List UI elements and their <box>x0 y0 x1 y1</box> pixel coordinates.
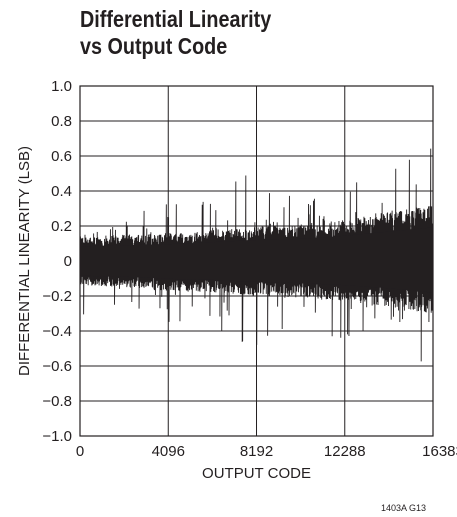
x-tick-labels: 0 4096 8192 12288 16383 <box>76 443 457 460</box>
x-tick-label: 8192 <box>240 443 273 460</box>
x-tick-label: 4096 <box>152 443 185 460</box>
plot-frame <box>79 85 434 437</box>
y-tick-label: −1.0 <box>42 428 72 445</box>
x-tick-label: 0 <box>76 443 84 460</box>
y-tick-label: −0.8 <box>42 393 72 410</box>
y-tick-labels: 1.0 0.8 0.6 0.4 0.2 0 −0.2 −0.4 −0.6 −0.8 −1.0 <box>42 78 72 445</box>
y-axis-title: DIFFERENTIAL LINEARITY (LSB) <box>16 146 33 376</box>
chart-title-line-1: Differential Linearity <box>80 6 272 32</box>
x-tick-label: 12288 <box>324 443 366 460</box>
y-tick-label: 0.6 <box>51 148 72 165</box>
x-tick-label: 16383 <box>422 443 457 460</box>
x-axis-title: OUTPUT CODE <box>202 465 311 482</box>
y-tick-label: −0.4 <box>42 323 72 340</box>
dnl-trace <box>79 148 434 362</box>
y-tick-label: 0.4 <box>51 183 72 200</box>
y-tick-label: −0.6 <box>42 358 72 375</box>
dnl-core-band <box>80 227 433 293</box>
figure-id: 1403A G13 <box>381 503 427 513</box>
y-tick-label: 0 <box>64 253 72 270</box>
chart-title: Differential Linearity vs Output Code <box>80 6 271 60</box>
y-tick-label: −0.2 <box>42 288 72 305</box>
y-tick-label: 0.2 <box>51 218 72 235</box>
y-tick-label: 1.0 <box>51 78 72 95</box>
chart-title-line-2: vs Output Code <box>80 33 228 59</box>
y-tick-label: 0.8 <box>51 113 72 130</box>
